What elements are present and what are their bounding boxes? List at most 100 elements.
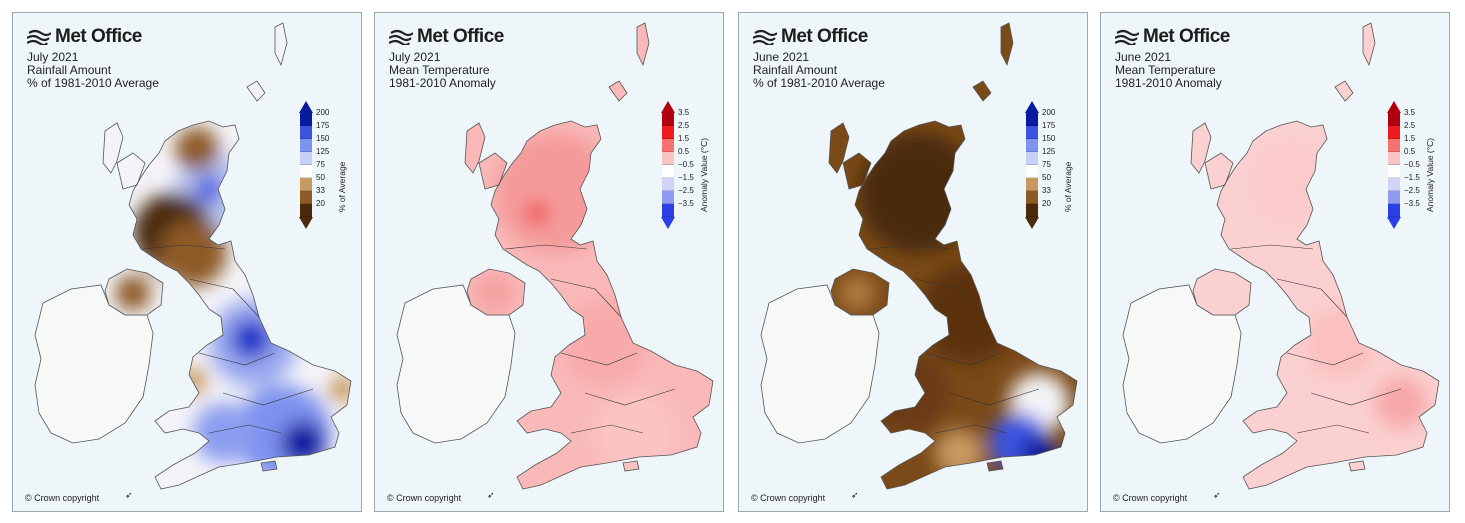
coastline	[274, 22, 288, 67]
coastline	[636, 22, 650, 67]
region-border	[934, 424, 1008, 434]
coastline	[466, 268, 526, 316]
legend-tick-label: 150	[316, 134, 330, 143]
legend-swatch	[300, 126, 312, 139]
legend-swatch	[300, 165, 312, 178]
legend-swatch	[1026, 165, 1038, 178]
met-office-logo-icon	[389, 29, 413, 45]
legend-swatch	[1388, 139, 1400, 152]
region-border	[868, 244, 952, 250]
logo-text: Met Office	[781, 26, 868, 47]
region-border	[222, 388, 314, 406]
coastline	[116, 152, 146, 190]
map-variable: Mean Temperature	[1115, 63, 1216, 77]
map-period: July 2021	[389, 50, 441, 64]
uk-map	[760, 22, 1078, 490]
map-panel-july-temperature: Met Office July 2021 Mean Temperature 19…	[374, 12, 724, 512]
legend-tick-label: 200	[316, 108, 330, 117]
copyright-text: © Crown copyright	[25, 493, 100, 503]
region-border	[142, 244, 226, 250]
coastline	[854, 120, 1078, 490]
map-titles: July 2021 Mean Temperature 1981-2010 Ano…	[389, 51, 496, 90]
legend-tick-label: −0.5	[678, 160, 694, 169]
logo-text: Met Office	[55, 26, 142, 47]
legend-tick-label: 150	[1042, 134, 1056, 143]
map-baseline: % of 1981-2010 Average	[27, 76, 159, 90]
legend-tick-label: 75	[1042, 160, 1051, 169]
color-legend: 3.5 2.5 1.5 0.5 −0.5 −1.5 −2.5 −3.5 Anomaly Valu…	[649, 101, 719, 241]
map-baseline: 1981-2010 Anomaly	[389, 76, 496, 90]
coastline	[1348, 460, 1366, 472]
coastline	[1216, 120, 1440, 490]
met-office-logo-icon	[1115, 29, 1139, 45]
legend-color-bar	[1026, 113, 1038, 217]
color-legend: 3.5 2.5 1.5 0.5 −0.5 −1.5 −2.5 −3.5 Anomaly Valu…	[1375, 101, 1445, 241]
legend-tick-label: 125	[1042, 147, 1056, 156]
legend-swatch	[662, 165, 674, 178]
coastline	[246, 80, 266, 102]
north-arrow-icon: ➶	[1213, 490, 1221, 500]
region-border	[570, 424, 644, 434]
coastline	[1334, 80, 1354, 102]
legend-swatch	[300, 204, 312, 217]
map-baseline: % of 1981-2010 Average	[753, 76, 885, 90]
map-panel-june-temperature: Met Office June 2021 Mean Temperature 19…	[1100, 12, 1450, 512]
logo-text: Met Office	[1143, 26, 1230, 47]
map-titles: June 2021 Rainfall Amount % of 1981-2010…	[753, 51, 885, 90]
map-panel-july-rainfall: Met Office July 2021 Rainfall Amount % o…	[12, 12, 362, 512]
coastline	[622, 460, 640, 472]
legend-tick-label: 20	[316, 199, 325, 208]
uk-map	[396, 22, 714, 490]
legend-color-bar	[662, 113, 674, 217]
region-border	[188, 278, 260, 318]
region-border	[208, 424, 282, 434]
region-border	[550, 278, 622, 318]
legend-tick-label: 3.5	[678, 108, 690, 117]
region-border	[1296, 424, 1370, 434]
legend-swatch	[1026, 126, 1038, 139]
map-titles: July 2021 Rainfall Amount % of 1981-2010…	[27, 51, 159, 90]
coastline	[104, 268, 164, 316]
map-variable: Rainfall Amount	[753, 63, 838, 77]
met-office-logo: Met Office	[389, 26, 504, 48]
legend-swatch	[662, 178, 674, 191]
legend-tick-label: −2.5	[1404, 186, 1420, 195]
legend-tick-label: 175	[1042, 121, 1056, 130]
coastline	[828, 122, 850, 174]
region-border	[1276, 278, 1348, 318]
legend-swatch	[662, 126, 674, 139]
north-arrow-icon: ➶	[851, 490, 859, 500]
map-baseline: 1981-2010 Anomaly	[1115, 76, 1222, 90]
legend-tick-label: −1.5	[678, 173, 694, 182]
coastline	[102, 122, 124, 174]
met-office-logo-icon	[753, 29, 777, 45]
coastline	[1190, 122, 1212, 174]
map-variable: Rainfall Amount	[27, 63, 112, 77]
legend-swatch	[1026, 152, 1038, 165]
legend-tick-label: −3.5	[678, 199, 694, 208]
region-border	[1286, 352, 1364, 366]
legend-tick-label: −3.5	[1404, 199, 1420, 208]
legend-color-bar	[300, 113, 312, 217]
coastline	[1204, 152, 1234, 190]
color-legend: 200 175 150 125 75 50 33 20 % of Average	[287, 101, 357, 241]
legend-unit-label: % of Average	[1063, 161, 1073, 212]
legend-swatch	[1026, 204, 1038, 217]
legend-tick-label: −0.5	[1404, 160, 1420, 169]
legend-tick-label: 1.5	[678, 134, 690, 143]
legend-swatch	[1388, 191, 1400, 204]
met-office-logo-icon	[27, 29, 51, 45]
legend-unit-label: % of Average	[337, 161, 347, 212]
legend-min-arrow	[661, 217, 675, 229]
coastline	[464, 122, 486, 174]
map-period: July 2021	[27, 50, 79, 64]
legend-swatch	[1026, 178, 1038, 191]
legend-tick-label: 200	[1042, 108, 1056, 117]
legend-swatch	[1026, 139, 1038, 152]
north-arrow-icon: ➶	[487, 490, 495, 500]
map-variable: Mean Temperature	[389, 63, 490, 77]
legend-max-arrow	[661, 101, 675, 113]
legend-tick-label: 33	[1042, 186, 1051, 195]
legend-tick-label: 0.5	[1404, 147, 1416, 156]
region-border	[914, 278, 986, 318]
